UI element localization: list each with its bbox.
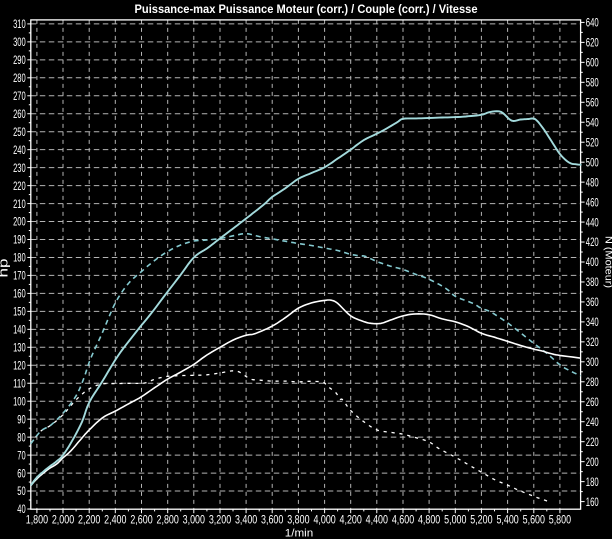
svg-text:1/min: 1/min — [285, 528, 314, 539]
svg-text:200: 200 — [586, 456, 599, 469]
svg-text:5,800: 5,800 — [549, 513, 572, 526]
svg-text:2,200: 2,200 — [78, 513, 101, 526]
svg-text:3,600: 3,600 — [261, 513, 284, 526]
svg-text:130: 130 — [13, 342, 26, 355]
svg-text:250: 250 — [13, 126, 26, 139]
svg-text:280: 280 — [586, 376, 599, 389]
svg-text:300: 300 — [586, 356, 599, 369]
svg-text:3,000: 3,000 — [183, 513, 206, 526]
svg-text:260: 260 — [13, 108, 26, 121]
svg-text:240: 240 — [13, 144, 26, 157]
svg-text:3,400: 3,400 — [235, 513, 258, 526]
svg-text:60: 60 — [17, 467, 26, 480]
svg-text:260: 260 — [586, 396, 599, 409]
svg-text:270: 270 — [13, 90, 26, 103]
svg-text:320: 320 — [586, 336, 599, 349]
svg-text:310: 310 — [13, 18, 26, 31]
svg-text:580: 580 — [586, 77, 599, 90]
svg-text:500: 500 — [586, 156, 599, 169]
svg-text:290: 290 — [13, 54, 26, 67]
svg-text:240: 240 — [586, 416, 599, 429]
svg-text:2,600: 2,600 — [130, 513, 153, 526]
svg-text:5,400: 5,400 — [496, 513, 519, 526]
svg-text:Puissance-max Puissance Moteur: Puissance-max Puissance Moteur (corr.) /… — [135, 2, 478, 16]
svg-text:4,800: 4,800 — [418, 513, 441, 526]
svg-text:640: 640 — [586, 17, 599, 30]
svg-text:400: 400 — [586, 256, 599, 269]
svg-text:220: 220 — [13, 180, 26, 193]
svg-text:5,200: 5,200 — [470, 513, 493, 526]
svg-text:620: 620 — [586, 37, 599, 50]
svg-text:150: 150 — [13, 306, 26, 319]
svg-text:210: 210 — [13, 198, 26, 211]
svg-text:230: 230 — [13, 162, 26, 175]
svg-text:190: 190 — [13, 234, 26, 247]
svg-text:180: 180 — [13, 252, 26, 265]
svg-text:1,800: 1,800 — [26, 513, 49, 526]
svg-text:340: 340 — [586, 316, 599, 329]
svg-text:440: 440 — [586, 216, 599, 229]
svg-text:120: 120 — [13, 360, 26, 373]
svg-text:2,800: 2,800 — [157, 513, 180, 526]
svg-text:140: 140 — [13, 324, 26, 337]
svg-text:110: 110 — [13, 377, 26, 390]
svg-text:180: 180 — [586, 476, 599, 489]
svg-text:420: 420 — [586, 236, 599, 249]
svg-text:5,000: 5,000 — [444, 513, 467, 526]
svg-text:520: 520 — [586, 136, 599, 149]
svg-text:160: 160 — [13, 288, 26, 301]
svg-text:50: 50 — [17, 485, 26, 498]
svg-text:220: 220 — [586, 436, 599, 449]
svg-text:2,000: 2,000 — [52, 513, 75, 526]
svg-text:4,400: 4,400 — [366, 513, 389, 526]
svg-text:3,200: 3,200 — [209, 513, 232, 526]
svg-text:70: 70 — [17, 449, 26, 462]
svg-text:480: 480 — [586, 176, 599, 189]
svg-text:80: 80 — [17, 431, 26, 444]
svg-text:5,600: 5,600 — [523, 513, 546, 526]
svg-text:2,400: 2,400 — [104, 513, 127, 526]
svg-text:3,800: 3,800 — [287, 513, 310, 526]
svg-text:100: 100 — [13, 395, 26, 408]
svg-text:90: 90 — [17, 413, 26, 426]
svg-text:540: 540 — [586, 116, 599, 129]
svg-text:160: 160 — [586, 496, 599, 509]
svg-text:170: 170 — [13, 270, 26, 283]
svg-text:360: 360 — [586, 296, 599, 309]
svg-text:4,600: 4,600 — [392, 513, 415, 526]
svg-text:300: 300 — [13, 36, 26, 49]
svg-text:hp: hp — [0, 259, 11, 278]
svg-text:200: 200 — [13, 216, 26, 229]
svg-text:4,200: 4,200 — [340, 513, 363, 526]
svg-text:560: 560 — [586, 97, 599, 110]
svg-text:380: 380 — [586, 276, 599, 289]
svg-text:4,000: 4,000 — [313, 513, 336, 526]
svg-text:600: 600 — [586, 57, 599, 70]
svg-text:280: 280 — [13, 72, 26, 85]
svg-text:460: 460 — [586, 196, 599, 209]
svg-text:N (Moteur): N (Moteur) — [603, 236, 612, 288]
svg-text:40: 40 — [17, 503, 26, 516]
